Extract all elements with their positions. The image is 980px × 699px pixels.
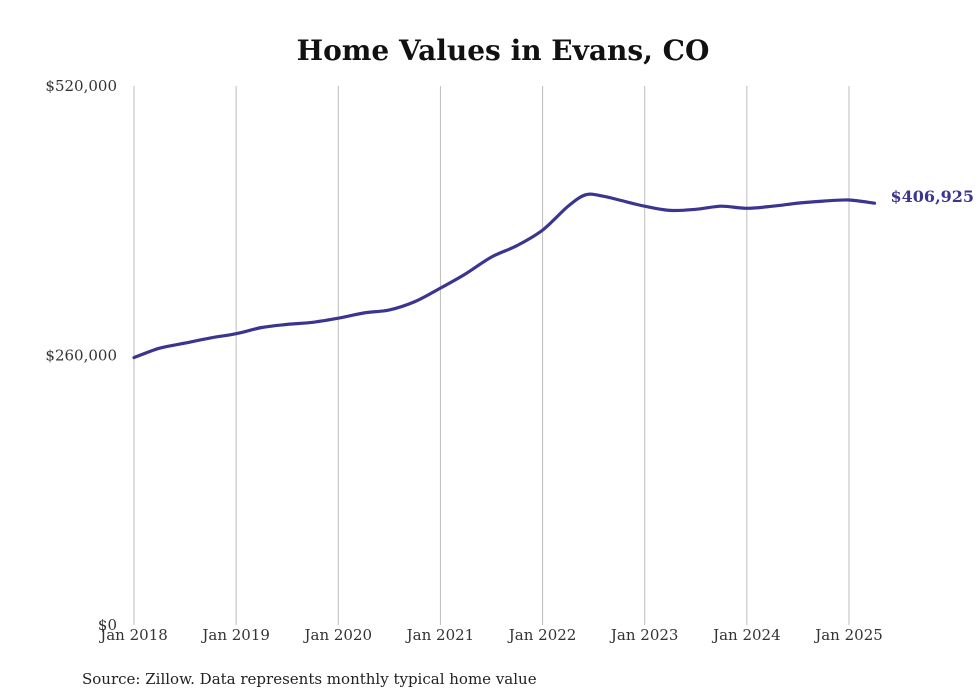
x-tick-label: Jan 2019: [200, 626, 270, 644]
y-tick-label: $260,000: [45, 347, 117, 365]
series-layer: $406,925: [132, 187, 975, 360]
x-tick-label: Jan 2021: [405, 626, 475, 644]
grid-lines: [133, 86, 850, 625]
y-tick-label: $520,000: [45, 77, 117, 95]
x-tick-label: Jan 2024: [711, 626, 781, 644]
x-tick-label: Jan 2025: [813, 626, 883, 644]
x-tick-label: Jan 2018: [98, 626, 168, 644]
chart-title: Home Values in Evans, CO: [297, 34, 710, 67]
y-tick-label: $0: [98, 616, 117, 634]
x-tick-label: Jan 2022: [507, 626, 577, 644]
y-axis-tick-labels: $0 $260,000 $520,000: [45, 77, 117, 634]
x-axis-tick-labels: Jan 2018 Jan 2019 Jan 2020 Jan 2021 Jan 2022…: [98, 626, 883, 644]
x-tick-label: Jan 2023: [609, 626, 679, 644]
series-line-0: [132, 192, 877, 360]
x-tick-label: Jan 2020: [303, 626, 373, 644]
source-note: Source: Zillow. Data represents monthly …: [82, 670, 537, 688]
end-value-label: $406,925: [891, 187, 975, 206]
